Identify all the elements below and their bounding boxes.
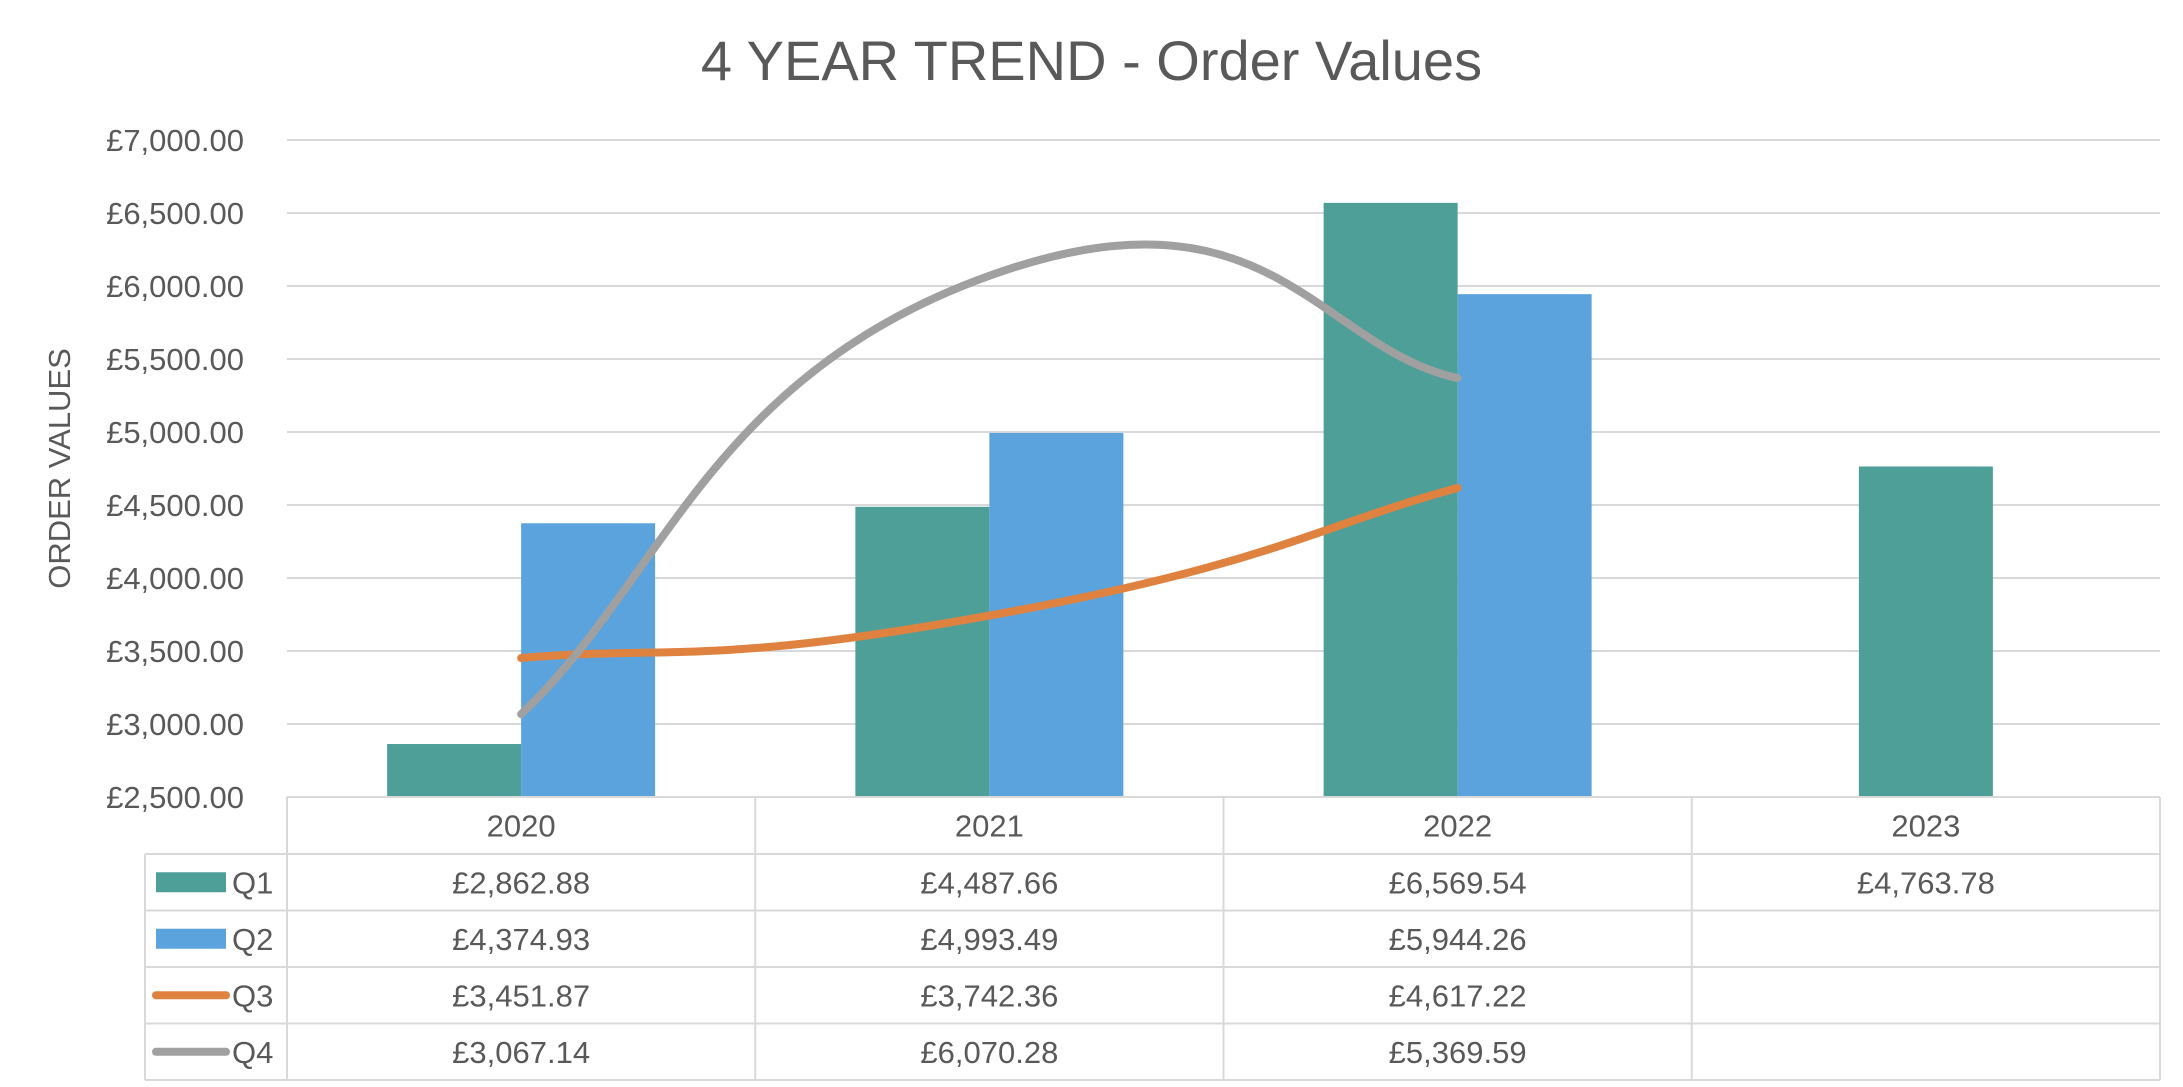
y-tick-label: £5,500.00	[106, 342, 244, 377]
data-table-value: £4,993.49	[920, 922, 1058, 957]
legend-label: Q2	[232, 922, 273, 957]
y-tick-label: £3,000.00	[106, 707, 244, 742]
data-table-value: £4,374.93	[452, 922, 590, 957]
legend-label: Q4	[232, 1035, 273, 1070]
y-tick-label: £4,000.00	[106, 561, 244, 596]
data-table-value: £3,067.14	[452, 1035, 590, 1070]
line-q4	[517, 240, 1462, 719]
bar-q2	[1457, 294, 1592, 797]
legend-label: Q3	[232, 978, 273, 1013]
legend-label: Q1	[232, 865, 273, 900]
y-axis-label: ORDER VALUES	[42, 348, 77, 589]
data-table-value: £3,742.36	[920, 978, 1058, 1013]
data-table-value: £4,617.22	[1389, 978, 1527, 1013]
bar-q1	[387, 744, 522, 797]
legend-key-q2	[156, 928, 226, 949]
data-table-value: £6,070.28	[920, 1035, 1058, 1070]
bar-q1	[1858, 466, 1993, 797]
x-category-label: 2022	[1423, 809, 1492, 844]
line-q3	[517, 483, 1462, 663]
data-table-value: £5,369.59	[1389, 1035, 1527, 1070]
y-tick-label: £6,000.00	[106, 269, 244, 304]
data-table-value: £3,451.87	[452, 978, 590, 1013]
y-tick-label: £6,500.00	[106, 196, 244, 231]
x-category-label: 2020	[487, 809, 556, 844]
data-table-value: £6,569.54	[1389, 865, 1527, 900]
data-table-value: £2,862.88	[452, 865, 590, 900]
bar-q1	[1323, 202, 1458, 797]
y-tick-label: £3,500.00	[106, 634, 244, 669]
data-table-value: £5,944.26	[1389, 922, 1527, 957]
y-tick-label: £2,500.00	[106, 780, 244, 815]
y-tick-label: £7,000.00	[106, 123, 244, 158]
data-table-value: £4,487.66	[920, 865, 1058, 900]
chart-title: 4 YEAR TREND - Order Values	[700, 29, 1483, 92]
y-tick-label: £4,500.00	[106, 488, 244, 523]
bar-q1	[855, 506, 990, 797]
y-tick-label: £5,000.00	[106, 415, 244, 450]
x-category-label: 2023	[1891, 809, 1960, 844]
legend-key-q1	[156, 872, 226, 893]
data-table-value: £4,763.78	[1857, 865, 1995, 900]
x-category-label: 2021	[955, 809, 1024, 844]
